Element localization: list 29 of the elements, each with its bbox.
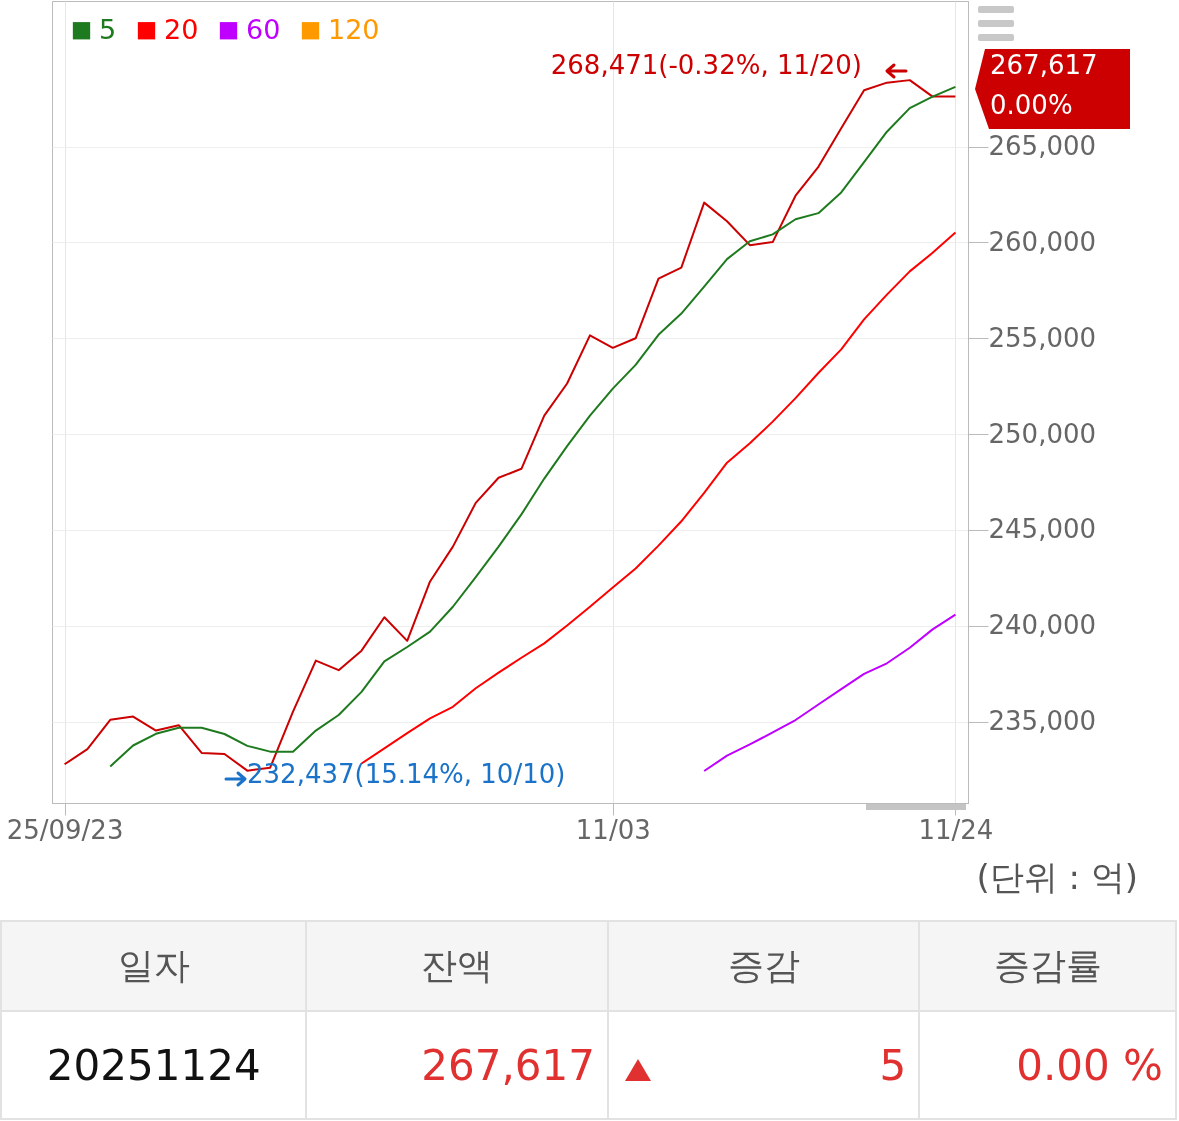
y-tick-label: 255,000: [988, 322, 1097, 353]
text: 267,617: [421, 1040, 595, 1090]
legend-label: 20: [164, 13, 199, 45]
x-tick-label: 11/24: [918, 814, 994, 845]
y-tick-label: 260,000: [988, 226, 1097, 257]
text: 0.00%: [990, 90, 1073, 120]
text: 5: [879, 1040, 907, 1090]
y-tick-label: 250,000: [988, 418, 1097, 449]
annotation: 268,471(-0.32%, 11/20): [550, 50, 862, 80]
text: 267,617: [990, 50, 1098, 80]
legend-label: 5: [99, 13, 117, 45]
legend-label: 60: [246, 13, 281, 45]
y-tick-label: 240,000: [988, 610, 1097, 641]
annotation: 232,437(15.14%, 10/10): [247, 759, 566, 789]
legend-label: 120: [328, 13, 380, 45]
line-series: [360, 231, 957, 765]
text: (단위 : 억): [976, 856, 1138, 899]
x-tick-label: 11/03: [575, 814, 651, 845]
text: 증감률: [919, 921, 1176, 1011]
text: 일자: [1, 921, 307, 1011]
text: 20251124: [46, 1040, 261, 1090]
y-tick-label: 245,000: [988, 514, 1097, 545]
x-tick-label: 25/09/23: [6, 814, 124, 845]
line-series: [703, 613, 957, 772]
text: 0.00 %: [1016, 1040, 1163, 1090]
text: 잔액: [306, 921, 608, 1011]
y-tick-label: 265,000: [988, 131, 1097, 162]
y-tick-label: 235,000: [988, 706, 1097, 737]
text: 증감: [607, 921, 920, 1011]
